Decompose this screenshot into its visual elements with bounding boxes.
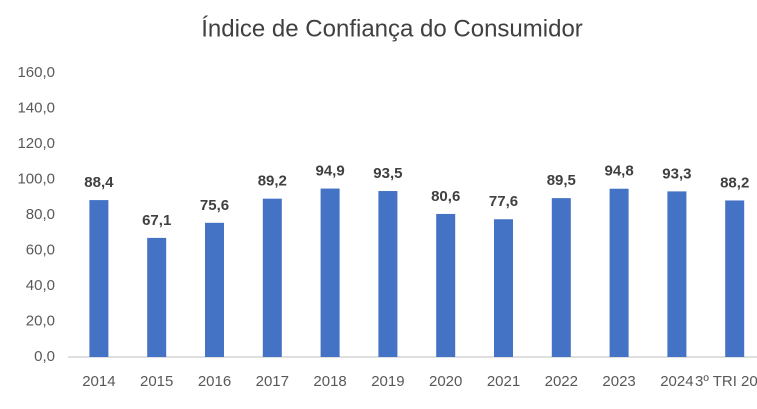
bar: [320, 188, 340, 357]
x-tick-label: 2023: [602, 373, 635, 390]
bar: [147, 237, 167, 357]
x-tick-label: 2022: [545, 373, 578, 390]
bar: [667, 191, 687, 357]
x-tick-label: 2018: [313, 373, 346, 390]
data-label: 80,6: [431, 188, 460, 205]
bar: [378, 191, 398, 357]
x-tick-label: 2017: [256, 373, 289, 390]
x-tick-label: 2015: [140, 373, 173, 390]
bar: [551, 198, 571, 357]
x-tick-label: 2019: [371, 373, 404, 390]
y-tick-label: 160,0: [17, 64, 55, 81]
data-label: 89,5: [547, 172, 576, 189]
x-tick-label: 2021: [487, 373, 520, 390]
data-label: 94,9: [315, 163, 344, 180]
y-tick-label: 60,0: [26, 241, 55, 258]
data-label: 93,5: [373, 165, 402, 182]
data-label: 93,3: [662, 165, 691, 182]
data-label: 75,6: [200, 197, 229, 214]
y-tick-label: 0,0: [34, 348, 55, 365]
x-tick-label: 2020: [429, 373, 462, 390]
data-label: 89,2: [258, 173, 287, 190]
y-tick-label: 100,0: [17, 170, 55, 187]
x-tick-label: 2016: [198, 373, 231, 390]
x-tick-label: 2014: [82, 373, 115, 390]
data-label: 77,6: [489, 193, 518, 210]
y-tick-label: 20,0: [26, 312, 55, 329]
y-tick-label: 40,0: [26, 277, 55, 294]
y-tick-label: 120,0: [17, 135, 55, 152]
y-tick-label: 80,0: [26, 206, 55, 223]
y-tick-label: 140,0: [17, 99, 55, 116]
data-label: 94,8: [604, 163, 633, 180]
data-label: 67,1: [142, 212, 171, 229]
bar: [205, 222, 224, 357]
x-tick-label: 3º TRI 2025: [695, 373, 757, 390]
data-label: 88,2: [720, 174, 749, 191]
chart-title: Índice de Confiança do Consumidor: [201, 15, 583, 42]
bar: [436, 213, 456, 357]
bar: [494, 219, 513, 357]
bar: [262, 198, 282, 357]
bar: [609, 188, 629, 357]
data-label: 88,4: [84, 174, 114, 191]
bar: [89, 200, 109, 357]
bar: [725, 200, 745, 357]
x-tick-label: 2024: [660, 373, 693, 390]
